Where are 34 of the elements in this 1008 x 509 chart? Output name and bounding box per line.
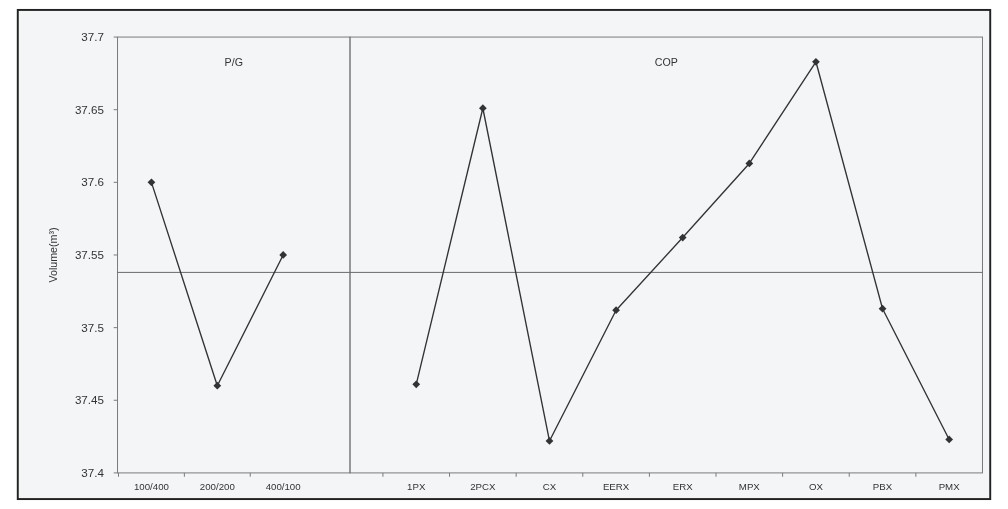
- x-tick-label: 100/400: [133, 481, 169, 493]
- text: COP: [654, 56, 678, 69]
- point: [812, 57, 820, 66]
- x-tick-label: PBX: [872, 481, 893, 493]
- x-tick-label: 1PX: [407, 481, 426, 493]
- point: [745, 159, 754, 168]
- y-tick-label: 37.55: [74, 248, 104, 262]
- point: [478, 104, 487, 113]
- y-tick-label: 37.7: [81, 30, 104, 44]
- point: [945, 435, 954, 444]
- point: [147, 178, 156, 187]
- x-tick-label: OX: [808, 481, 824, 493]
- text: P/G: [224, 56, 243, 69]
- point: [612, 306, 620, 315]
- y-tick-label: 37.45: [74, 393, 104, 407]
- x-tick-label: 200/200: [199, 481, 235, 493]
- point: [279, 251, 288, 259]
- point: [678, 233, 687, 242]
- point: [878, 304, 887, 313]
- y-tick-label: 37.5: [81, 320, 104, 334]
- x-tick-label: 400/100: [265, 481, 301, 493]
- x-tick-label: EERX: [602, 481, 630, 493]
- x-tick-label: CX: [542, 481, 557, 493]
- y-axis-title: Volume(m³): [46, 227, 59, 283]
- point: [545, 437, 554, 445]
- y-tick-label: 37.4: [81, 465, 105, 479]
- x-tick-label: ERX: [672, 481, 694, 493]
- y-tick-label: 37.65: [74, 102, 104, 116]
- x-tick-label: 2PCX: [470, 481, 497, 493]
- point: [213, 381, 222, 390]
- y-tick-label: 37.6: [81, 175, 104, 189]
- point: [412, 380, 421, 389]
- x-tick-label: PMX: [938, 481, 961, 493]
- x-tick-label: MPX: [738, 481, 761, 493]
